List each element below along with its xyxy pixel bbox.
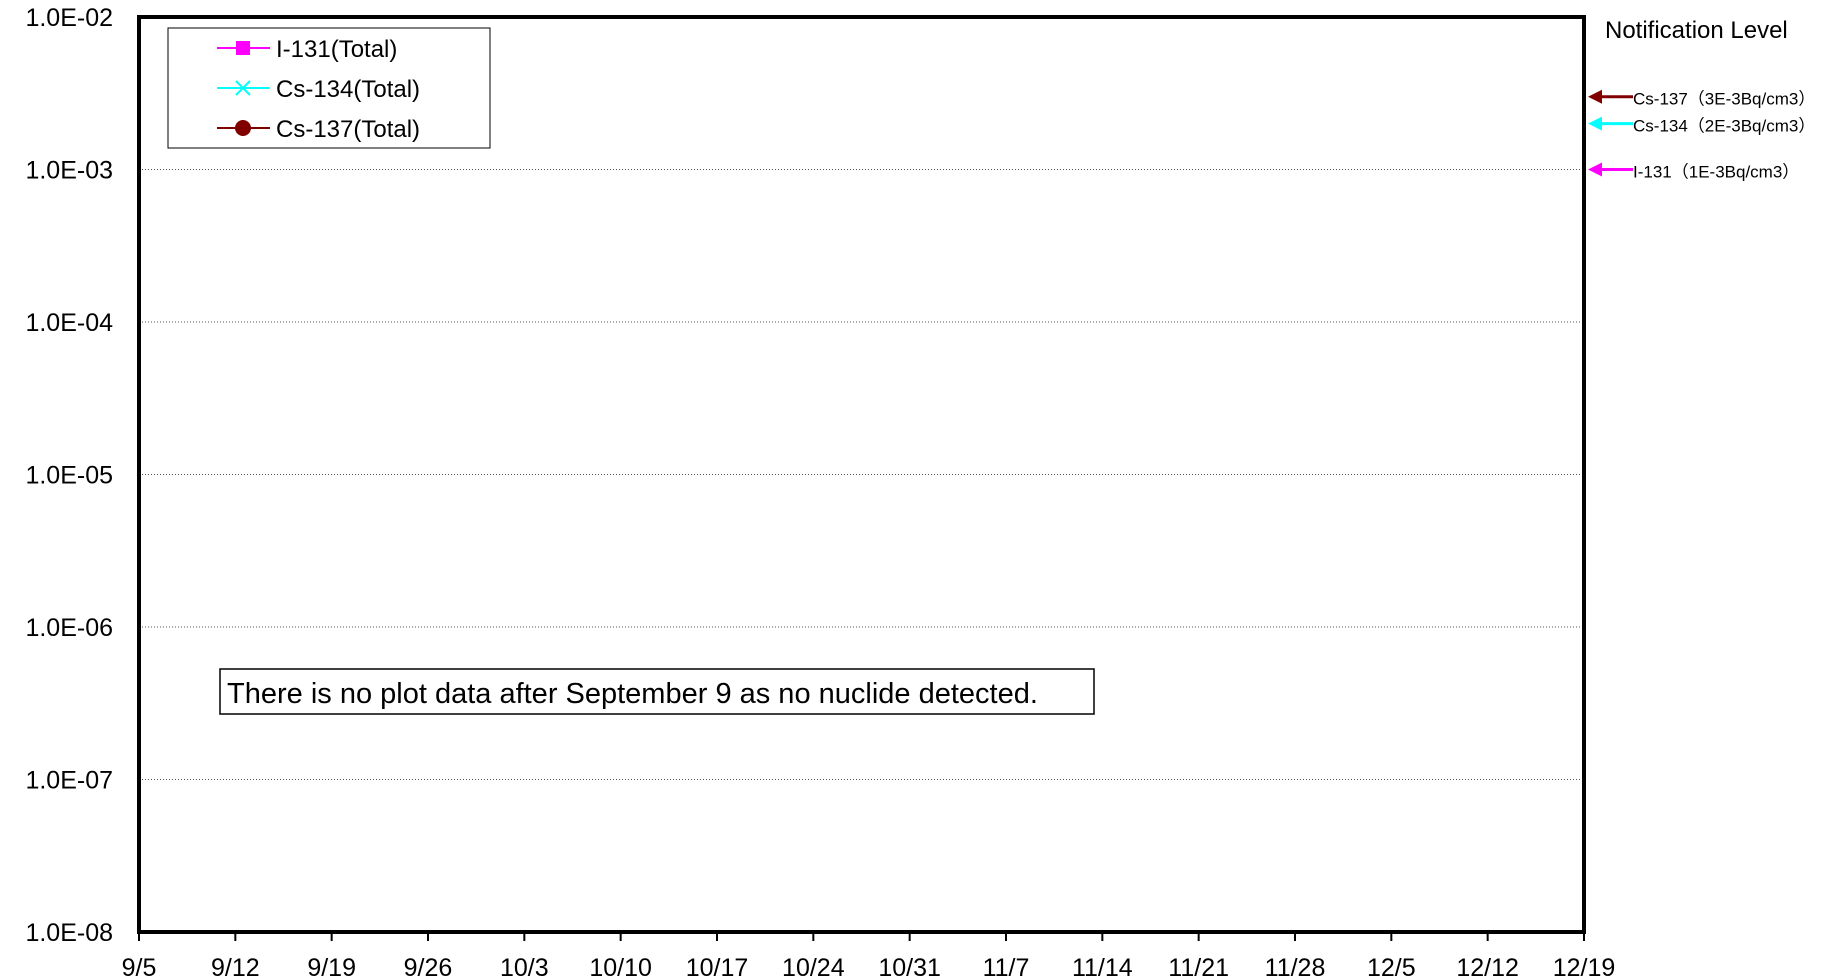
x-tick-label: 10/3 [500, 954, 549, 979]
notification-arrow-head [1588, 162, 1602, 177]
notification-label: Cs-137（3E-3Bq/cm3） [1633, 90, 1815, 109]
x-tick-label: 9/12 [211, 954, 260, 979]
x-tick-label: 11/14 [1072, 954, 1133, 979]
x-tick-label: 12/12 [1456, 954, 1519, 979]
x-tick-label: 9/19 [307, 954, 356, 979]
legend-marker-square [236, 41, 250, 55]
legend: I-131(Total) Cs-134(Total) Cs-137(Total) [167, 27, 491, 149]
x-axis-ticks: 9/5 9/12 9/19 9/26 10/3 10/10 10/17 10/24 10/31 1… [122, 932, 1616, 979]
annotation-frame [219, 668, 1095, 715]
y-tick-label: 1.0E-02 [25, 4, 113, 32]
y-axis-ticks: 1.0E-02 1.0E-03 1.0E-04 1.0E-05 1.0E-06 1.0E-… [25, 4, 113, 947]
notification-level-title: Notification Level [1605, 17, 1788, 44]
legend-label: Cs-137(Total) [276, 116, 420, 143]
y-tick-label: 1.0E-04 [25, 309, 113, 337]
x-tick-label: 11/28 [1265, 954, 1326, 979]
x-tick-label: 10/31 [878, 954, 941, 979]
legend-label: Cs-134(Total) [276, 76, 420, 103]
legend-marker-x [235, 80, 251, 96]
annotation-box: There is no plot data after September 9 … [219, 668, 1095, 715]
x-tick-label: 11/7 [983, 954, 1030, 979]
notification-level-items: Cs-137（3E-3Bq/cm3） Cs-134（2E-3Bq/cm3） I-13… [1588, 89, 1815, 182]
x-tick-label: 12/19 [1553, 954, 1616, 979]
plot-area [137, 15, 1586, 934]
gridlines [139, 169, 1584, 780]
legend-items: I-131(Total) Cs-134(Total) Cs-137(Total) [217, 36, 420, 143]
annotation-text: There is no plot data after September 9 … [227, 678, 1038, 710]
x-tick-label: 9/5 [122, 954, 157, 979]
y-tick-label: 1.0E-08 [25, 919, 113, 947]
y-tick-label: 1.0E-05 [25, 462, 113, 490]
notification-label: I-131（1E-3Bq/cm3） [1633, 163, 1799, 182]
legend-label: I-131(Total) [276, 36, 397, 63]
notification-level: Notification Level Cs-137（3E-3Bq/cm3）Cs-… [1588, 17, 1815, 182]
x-tick-label: 10/17 [686, 954, 749, 979]
y-tick-label: 1.0E-07 [25, 767, 113, 795]
legend-marker-circle [235, 120, 251, 136]
y-tick-label: 1.0E-06 [25, 614, 113, 642]
x-tick-label: 9/26 [404, 954, 453, 979]
x-tick-label: 12/5 [1367, 954, 1416, 979]
y-tick-label: 1.0E-03 [25, 157, 113, 185]
x-tick-label: 10/10 [589, 954, 652, 979]
notification-arrow-head [1588, 116, 1602, 131]
x-tick-label: 11/21 [1168, 954, 1229, 979]
x-tick-label: 10/24 [782, 954, 845, 979]
notification-arrow-head [1588, 89, 1602, 104]
notification-label: Cs-134（2E-3Bq/cm3） [1633, 117, 1815, 136]
